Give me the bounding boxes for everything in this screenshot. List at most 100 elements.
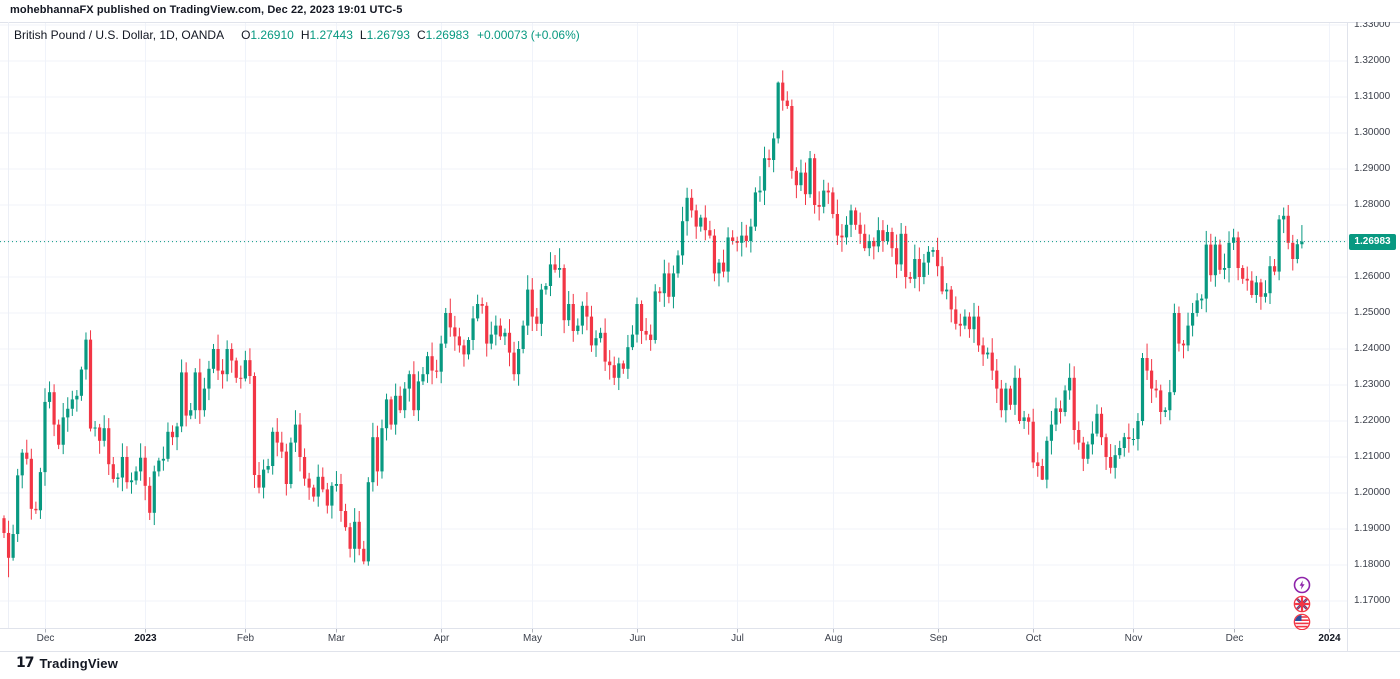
symbol-title[interactable]: British Pound / U.S. Dollar, 1D, OANDA: [14, 28, 225, 42]
candle-body: [225, 349, 229, 375]
candle-body: [1190, 313, 1195, 326]
candle-body: [1040, 466, 1044, 480]
candle-body: [180, 372, 184, 427]
time-axis-label: Dec: [1225, 633, 1244, 644]
candle-body: [644, 331, 648, 335]
candle-body: [899, 233, 903, 265]
candle-body: [394, 395, 398, 425]
candle-body: [234, 360, 238, 378]
ohlc-close-value: 1.26983: [425, 28, 470, 42]
candle-body: [302, 457, 307, 479]
candle-body: [325, 489, 329, 506]
candle-body: [1140, 358, 1145, 421]
candle-body: [594, 338, 598, 346]
candle-body: [498, 325, 502, 337]
candle-body: [116, 477, 120, 479]
candle-body: [312, 487, 316, 497]
candle-body: [876, 230, 880, 247]
candle-body: [858, 224, 862, 234]
candle-body: [34, 508, 38, 511]
candle-body: [1022, 417, 1026, 421]
time-axis-label: 2023: [134, 633, 157, 644]
candle-body: [744, 235, 748, 241]
price-axis-label: 1.23000: [1354, 379, 1391, 390]
candle-body: [703, 217, 707, 231]
candle-body: [1259, 282, 1263, 297]
candle-body: [872, 241, 876, 247]
candle-body: [107, 428, 111, 465]
candle-body: [29, 458, 33, 509]
candle-body: [334, 484, 339, 486]
candle-body: [1227, 242, 1231, 268]
candle-body: [767, 158, 771, 160]
candle-body: [671, 273, 676, 297]
candle-body: [849, 210, 853, 225]
candle-body: [507, 332, 512, 353]
candle-body: [662, 273, 666, 294]
candle-body: [207, 368, 211, 389]
candle-body: [1068, 377, 1072, 391]
candle-body: [635, 304, 639, 335]
candle-body: [129, 480, 134, 483]
ohlc-close-key: C: [416, 28, 426, 42]
candle-body: [772, 138, 776, 160]
candle-body: [161, 458, 165, 461]
candle-body: [353, 521, 357, 549]
candle-body: [1113, 455, 1117, 468]
candle-body: [61, 417, 65, 445]
candle-body: [863, 233, 867, 249]
candle-body: [972, 316, 976, 330]
candle-body: [1291, 242, 1295, 259]
candle-body: [1058, 408, 1063, 412]
candle-body: [466, 340, 471, 355]
candle-body: [699, 217, 703, 227]
candle-body: [1090, 433, 1095, 445]
candle-body: [1131, 439, 1135, 440]
candle-body: [280, 442, 284, 452]
candle-body: [1282, 215, 1286, 220]
candle-body: [52, 392, 56, 425]
candle-body: [1213, 244, 1217, 276]
candle-body: [435, 370, 439, 372]
candle-body: [170, 431, 175, 438]
candle-body: [976, 316, 981, 346]
candle-body: [530, 289, 534, 317]
price-axis-label: 1.20000: [1354, 487, 1391, 498]
candle-body: [544, 286, 548, 290]
candle-body: [612, 365, 616, 378]
candle-body: [148, 485, 152, 513]
candle-body: [721, 262, 726, 272]
candle-body: [617, 363, 621, 378]
candle-body: [175, 426, 179, 438]
tradingview-attribution[interactable]: 17 TradingView: [16, 653, 118, 673]
candle-body: [1300, 241, 1304, 245]
candle-body: [1077, 430, 1081, 443]
candle-body: [1017, 377, 1022, 421]
candle-body: [1209, 244, 1213, 276]
candle-body: [453, 327, 457, 337]
time-axis-label: 2024: [1318, 633, 1341, 644]
candle-body: [753, 192, 758, 227]
price-axis-label: 1.31000: [1354, 91, 1391, 102]
price-axis-label: 1.18000: [1354, 559, 1391, 570]
candle-body: [731, 237, 735, 241]
candle-body: [1168, 392, 1172, 411]
candle-body: [289, 442, 293, 484]
candle-body: [835, 214, 839, 236]
price-axis-label: 1.30000: [1354, 127, 1391, 138]
candle-body: [1045, 440, 1049, 480]
candle-body: [471, 318, 475, 340]
candle-body: [1268, 266, 1272, 294]
candle-body: [266, 466, 270, 470]
economic-event-us-flag-icon[interactable]: [1293, 613, 1311, 630]
candle-body: [1236, 237, 1240, 268]
candle-body: [1195, 300, 1199, 313]
candle-body: [576, 325, 580, 331]
candle-body: [712, 235, 717, 274]
candle-body: [261, 469, 266, 488]
economic-event-flash-icon[interactable]: [1293, 576, 1311, 594]
economic-event-uk-flag-icon[interactable]: [1293, 595, 1311, 613]
candle-body: [817, 205, 821, 207]
price-axis-label: 1.24000: [1354, 343, 1391, 354]
